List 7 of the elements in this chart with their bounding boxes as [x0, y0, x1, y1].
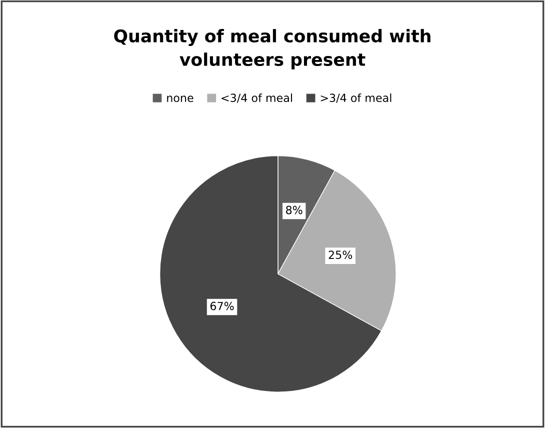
- legend-label: <3/4 of meal: [222, 93, 292, 103]
- legend-label: none: [167, 96, 194, 102]
- data-label: 25%: [328, 250, 352, 260]
- chart-title: Quantity of meal consumed with volunteers present: [114, 29, 430, 70]
- legend-label: >3/4 of meal: [320, 93, 392, 103]
- data-label: 67%: [210, 302, 234, 310]
- data-label: 8%: [286, 206, 302, 214]
